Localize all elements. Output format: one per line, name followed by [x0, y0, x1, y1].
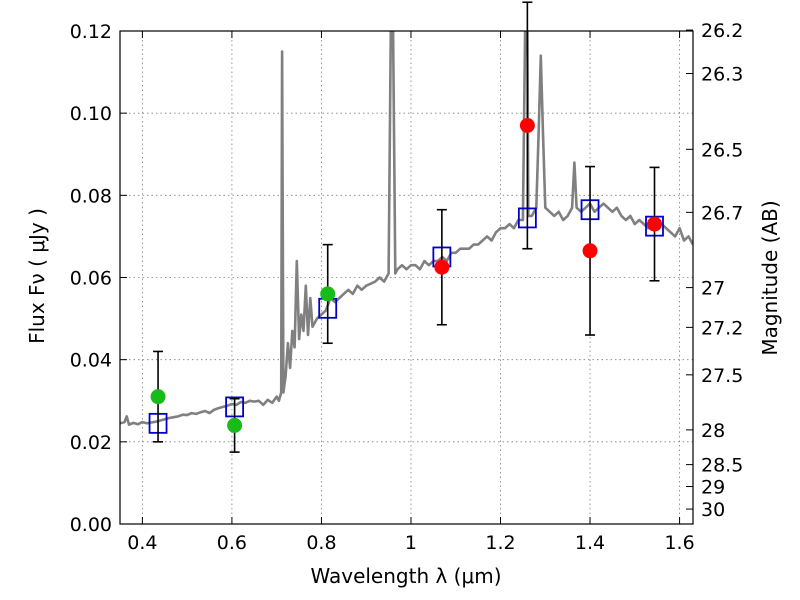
- ticks-layer: 0.4 0.6 0.8 1 1.2 1.4 1.6 0.00 0.02 0.04 0.06 0.08 0…: [70, 20, 744, 554]
- y-tick-label: 0.08: [70, 185, 112, 207]
- right-tick-label: 27.5: [701, 365, 743, 387]
- observed-point-green: [150, 389, 166, 405]
- y-tick-label: 0.04: [70, 350, 112, 372]
- observed-point-green: [227, 417, 243, 433]
- right-tick-label: 27.2: [701, 317, 743, 339]
- y-tick-label: 0.06: [70, 268, 112, 290]
- y-tick-label: 0.00: [70, 514, 112, 536]
- observed-point-red: [519, 117, 535, 133]
- right-tick-label: 28: [701, 420, 725, 442]
- y-tick-label: 0.10: [70, 103, 112, 125]
- x-tick-label: 1.2: [485, 532, 515, 554]
- x-tick-label: 1.6: [664, 532, 694, 554]
- grid-layer: [120, 30, 693, 525]
- right-tick-label: 26.3: [701, 64, 743, 86]
- x-axis-title: Wavelength λ (μm): [310, 564, 501, 588]
- observed-point-green: [320, 286, 336, 302]
- right-tick-label: 27: [701, 278, 725, 300]
- right-axis-title: Magnitude (AB): [758, 200, 782, 355]
- observed-point-red: [434, 259, 450, 275]
- right-tick-label: 26.2: [701, 20, 743, 42]
- right-tick-label: 30: [701, 499, 725, 521]
- observed-point-red: [647, 216, 663, 232]
- right-tick-label: 26.7: [701, 202, 743, 224]
- marks-layer: [148, 1, 664, 453]
- x-tick-label: 0.6: [217, 532, 247, 554]
- x-tick-label: 0.4: [127, 532, 157, 554]
- model-spectrum-layer: [120, 31, 693, 426]
- x-tick-label: 1.4: [575, 532, 605, 554]
- x-tick-label: 0.8: [306, 532, 336, 554]
- y-tick-label: 0.12: [70, 21, 112, 43]
- y-tick-label: 0.02: [70, 432, 112, 454]
- right-tick-label: 28.5: [701, 455, 743, 477]
- x-tick-label: 1: [405, 532, 417, 554]
- y-axis-title: Flux Fν ( μJy ): [25, 208, 49, 344]
- right-tick-label: 29: [701, 477, 725, 499]
- right-tick-label: 26.5: [701, 139, 743, 161]
- observed-point-red: [582, 243, 598, 259]
- model-spectrum-line: [120, 31, 693, 426]
